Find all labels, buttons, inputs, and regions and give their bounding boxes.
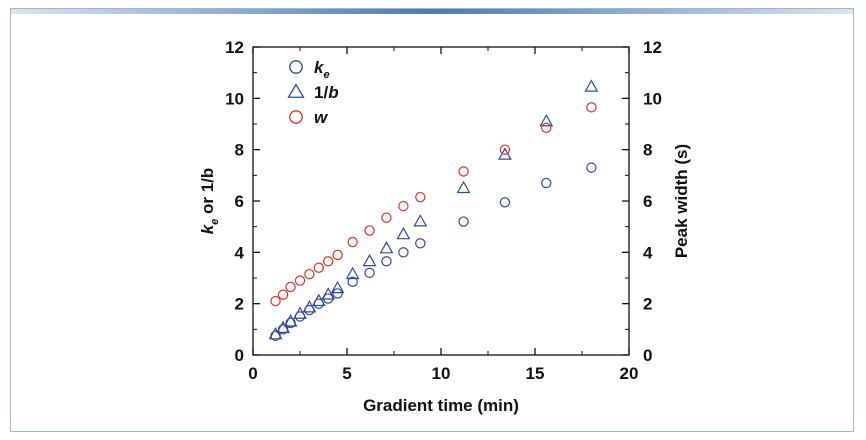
point-1-b (379, 241, 394, 254)
x-tick-label: 15 (526, 364, 545, 383)
point-1-b (362, 253, 377, 267)
y-left-tick-label: 2 (235, 295, 244, 314)
point-w (323, 256, 334, 267)
point-w (277, 289, 289, 300)
point-ke (458, 216, 469, 227)
point-w (398, 200, 409, 212)
point-w (285, 281, 296, 293)
legend-marker-triangle (287, 83, 305, 98)
point-1-b (345, 266, 360, 280)
point-ke (381, 256, 392, 267)
point-ke (586, 162, 597, 173)
point-ke (398, 247, 409, 258)
point-1-b (413, 214, 428, 227)
y-left-tick-label: 4 (235, 243, 245, 262)
point-w (270, 295, 281, 307)
legend-marker-circle (289, 60, 303, 74)
point-w (499, 144, 511, 155)
point-1-b (311, 293, 326, 307)
y-left-axis-title: ke or 1/b (198, 168, 221, 235)
legend-label: w (314, 108, 329, 127)
point-ke (415, 238, 426, 249)
legend-marker-circle (289, 110, 303, 124)
point-1-b (396, 226, 411, 240)
point-w (304, 268, 315, 280)
y-right-axis-title: Peak width (s) (672, 144, 691, 258)
point-w (364, 225, 375, 236)
y-left-tick-label: 0 (235, 346, 244, 365)
x-tick-label: 0 (248, 364, 257, 383)
x-tick-label: 20 (620, 364, 639, 383)
point-w (347, 236, 358, 248)
x-axis-title: Gradient time (min) (363, 396, 519, 415)
point-1-b (302, 300, 317, 313)
x-tick-label: 10 (432, 364, 451, 383)
y-right-tick-label: 6 (643, 192, 652, 211)
point-w (332, 249, 343, 261)
point-w (313, 262, 324, 273)
point-w (294, 275, 306, 286)
y-left-tick-label: 10 (225, 89, 244, 108)
legend-label: ke (314, 58, 330, 81)
point-1-b (456, 180, 471, 194)
point-1-b (293, 306, 307, 319)
y-left-tick-label: 8 (235, 141, 244, 160)
point-ke (364, 267, 375, 279)
figure-frame (10, 8, 854, 432)
y-right-tick-label: 10 (643, 89, 662, 108)
point-1-b (539, 114, 554, 127)
point-w (541, 122, 552, 134)
point-1-b (321, 287, 336, 300)
point-w (381, 212, 392, 223)
point-1-b (584, 79, 599, 92)
point-w (586, 102, 597, 113)
y-right-tick-label: 8 (643, 141, 652, 160)
point-1-b (283, 314, 298, 327)
point-1-b (276, 320, 290, 333)
point-1-b (268, 327, 283, 340)
y-right-tick-label: 2 (643, 295, 652, 314)
y-left-tick-label: 6 (235, 192, 244, 211)
point-ke (332, 288, 343, 299)
y-right-tick-label: 12 (643, 38, 662, 57)
point-ke (347, 276, 358, 288)
y-left-tick-label: 12 (225, 38, 244, 57)
point-ke (499, 197, 511, 208)
y-right-tick-label: 4 (643, 243, 653, 262)
legend-label: 1/b (314, 83, 339, 102)
point-w (458, 166, 469, 177)
x-tick-label: 5 (342, 364, 351, 383)
y-right-tick-label: 0 (643, 346, 652, 365)
decorative-top-bar (11, 9, 853, 14)
point-1-b (330, 280, 345, 294)
point-w (415, 191, 426, 203)
plot-frame (252, 46, 630, 356)
point-ke (541, 177, 552, 189)
